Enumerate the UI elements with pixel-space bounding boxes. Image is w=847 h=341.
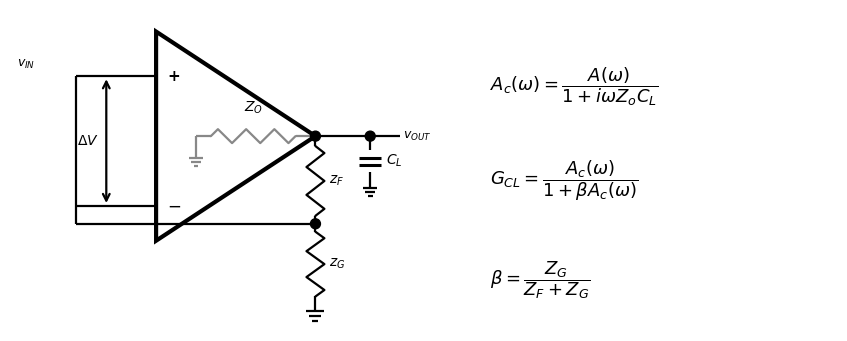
Text: $-$: $-$	[167, 197, 181, 215]
Circle shape	[311, 131, 320, 141]
Text: $\beta = \dfrac{Z_G}{Z_F + Z_G}$: $\beta = \dfrac{Z_G}{Z_F + Z_G}$	[490, 260, 590, 301]
Text: $z_F$: $z_F$	[329, 174, 345, 188]
Text: $G_{CL} = \dfrac{A_c(\omega)}{1 + \beta A_c(\omega)}$: $G_{CL} = \dfrac{A_c(\omega)}{1 + \beta …	[490, 159, 638, 203]
Text: $Z_O$: $Z_O$	[244, 100, 263, 116]
Text: +: +	[168, 69, 180, 84]
Circle shape	[311, 219, 320, 229]
Text: $z_G$: $z_G$	[329, 257, 346, 271]
Text: $v_{IN}$: $v_{IN}$	[17, 58, 35, 71]
Circle shape	[365, 131, 375, 141]
Text: $C_L$: $C_L$	[386, 153, 402, 169]
Text: $v_{OUT}$: $v_{OUT}$	[403, 130, 432, 143]
Text: $\Delta V$: $\Delta V$	[76, 134, 98, 148]
Text: $A_c(\omega) = \dfrac{A(\omega)}{1 + i\omega Z_o C_L}$: $A_c(\omega) = \dfrac{A(\omega)}{1 + i\o…	[490, 65, 658, 108]
